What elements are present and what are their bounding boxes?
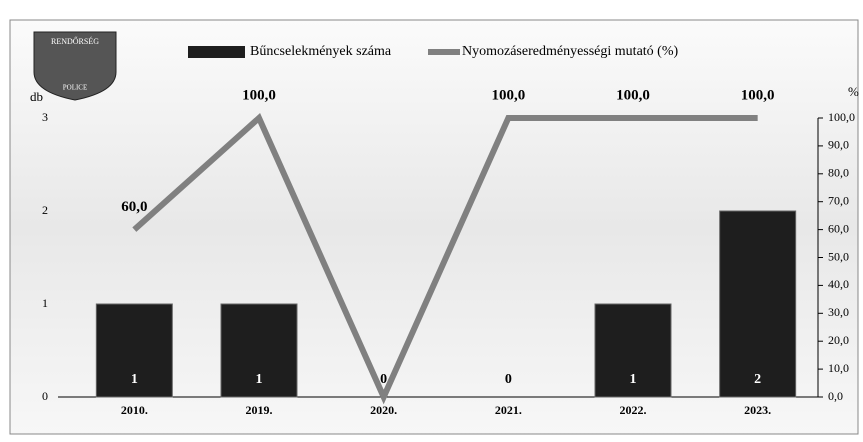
x-tick-label: 2023. bbox=[744, 403, 771, 417]
line-value-label: 100,0 bbox=[741, 87, 775, 103]
x-tick-label: 2020. bbox=[370, 403, 397, 417]
x-tick-label: 2021. bbox=[495, 403, 522, 417]
y2-tick-label: 70,0 bbox=[828, 193, 849, 207]
y-tick-label: 0 bbox=[42, 389, 48, 403]
y2-tick-label: 20,0 bbox=[828, 333, 849, 347]
bar-value-label: 1 bbox=[131, 372, 138, 387]
y2-axis-label: % bbox=[848, 84, 859, 99]
y2-tick-label: 90,0 bbox=[828, 138, 849, 152]
y-axis-label: db bbox=[30, 89, 43, 104]
bar-value-label: 0 bbox=[505, 372, 512, 387]
y-tick-label: 3 bbox=[42, 110, 48, 124]
bar bbox=[719, 210, 797, 398]
logo-bottom: POLICE bbox=[63, 84, 88, 92]
y2-tick-label: 100,0 bbox=[828, 110, 855, 124]
y2-tick-label: 50,0 bbox=[828, 249, 849, 263]
line-value-label: 100,0 bbox=[242, 87, 276, 103]
y2-tick-label: 60,0 bbox=[828, 221, 849, 235]
x-tick-label: 2010. bbox=[121, 403, 148, 417]
y-tick-label: 1 bbox=[42, 296, 48, 310]
legend-label: Bűncselekmények száma bbox=[250, 44, 392, 59]
y2-tick-label: 30,0 bbox=[828, 305, 849, 319]
line-value-label: 60,0 bbox=[121, 199, 147, 215]
y2-tick-label: 40,0 bbox=[828, 277, 849, 291]
line bbox=[132, 113, 758, 405]
bar bbox=[95, 303, 173, 398]
bar bbox=[594, 303, 672, 398]
bar bbox=[220, 303, 298, 398]
x-tick-label: 2019. bbox=[246, 403, 273, 417]
logo: RENDŐRSÉG POLICE bbox=[33, 31, 117, 101]
y2-tick-label: 80,0 bbox=[828, 166, 849, 180]
bar-value-label: 0 bbox=[380, 372, 387, 387]
bar-value-label: 1 bbox=[256, 372, 263, 387]
y-tick-label: 2 bbox=[42, 203, 48, 217]
line-value-label: 100,0 bbox=[616, 87, 650, 103]
legend-swatch bbox=[188, 46, 245, 58]
y2-tick-label: 0,0 bbox=[828, 389, 843, 403]
legend-label: Nyomozáseredményességi mutató (%) bbox=[462, 44, 678, 59]
line-value-label: 100,0 bbox=[491, 87, 525, 103]
logo-top: RENDŐRSÉG bbox=[51, 36, 99, 46]
bar-value-label: 1 bbox=[630, 372, 637, 387]
x-tick-label: 2022. bbox=[620, 403, 647, 417]
y2-tick-label: 10,0 bbox=[828, 361, 849, 375]
bar-value-label: 2 bbox=[754, 372, 761, 387]
